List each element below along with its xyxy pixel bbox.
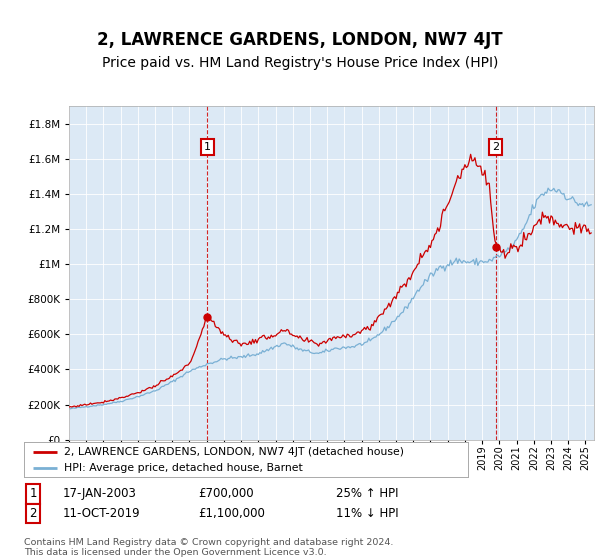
Text: 2, LAWRENCE GARDENS, LONDON, NW7 4JT: 2, LAWRENCE GARDENS, LONDON, NW7 4JT (97, 31, 503, 49)
Text: 2: 2 (492, 142, 499, 152)
Text: 17-JAN-2003: 17-JAN-2003 (63, 487, 137, 501)
Text: 11-OCT-2019: 11-OCT-2019 (63, 507, 140, 520)
Text: £1,100,000: £1,100,000 (198, 507, 265, 520)
Text: HPI: Average price, detached house, Barnet: HPI: Average price, detached house, Barn… (64, 463, 303, 473)
Text: 1: 1 (204, 142, 211, 152)
Text: 2: 2 (29, 507, 37, 520)
Text: 2, LAWRENCE GARDENS, LONDON, NW7 4JT (detached house): 2, LAWRENCE GARDENS, LONDON, NW7 4JT (de… (64, 447, 404, 457)
Text: 11% ↓ HPI: 11% ↓ HPI (336, 507, 398, 520)
Text: Price paid vs. HM Land Registry's House Price Index (HPI): Price paid vs. HM Land Registry's House … (102, 56, 498, 70)
Text: 1: 1 (29, 487, 37, 501)
Text: £700,000: £700,000 (198, 487, 254, 501)
Text: 25% ↑ HPI: 25% ↑ HPI (336, 487, 398, 501)
Text: Contains HM Land Registry data © Crown copyright and database right 2024.
This d: Contains HM Land Registry data © Crown c… (24, 538, 394, 557)
